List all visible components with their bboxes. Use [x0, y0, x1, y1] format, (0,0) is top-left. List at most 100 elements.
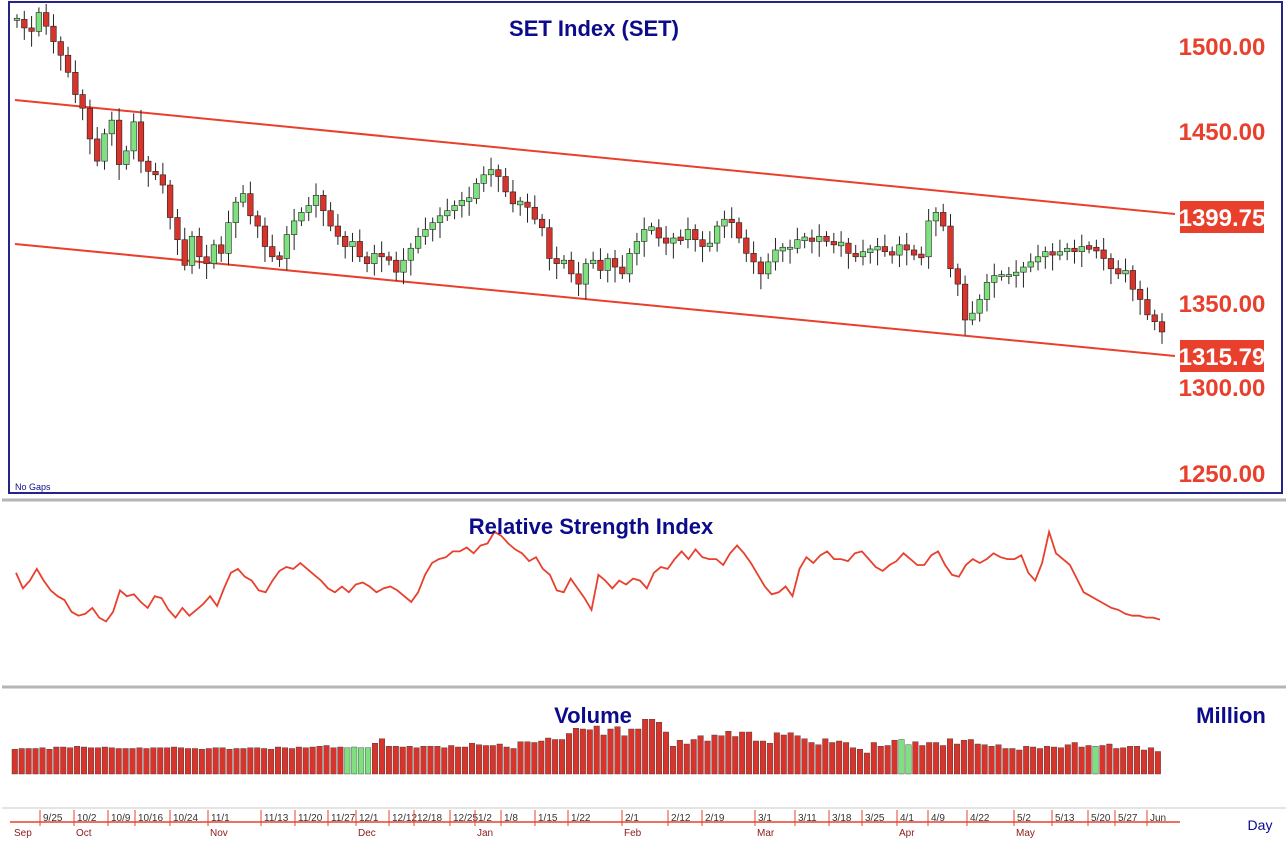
candle [473, 178, 480, 204]
candle [342, 231, 349, 259]
volume-bar [365, 747, 372, 775]
volume-bar [420, 746, 427, 775]
rsi-group [15, 528, 1161, 623]
candle [560, 255, 568, 269]
upper-channel-line [14, 99, 1176, 215]
candle [1100, 238, 1107, 271]
candle [174, 208, 181, 256]
volume-bar [399, 746, 406, 775]
volume-bar [32, 748, 39, 775]
candle [677, 229, 684, 245]
no-gaps-note: No Gaps [15, 482, 51, 492]
candle [590, 251, 597, 269]
volume-bar [226, 749, 233, 775]
volume-bar [635, 728, 642, 775]
volume-bar [808, 742, 815, 775]
volume-bar [1030, 746, 1037, 775]
volume-bar [413, 747, 420, 775]
volume-bar [1134, 746, 1141, 775]
candle [918, 246, 925, 266]
day-label: 10/9 [111, 813, 131, 824]
candle [641, 217, 648, 257]
volume-bar [600, 734, 607, 775]
volume-bar [1037, 748, 1044, 775]
day-label: 12/12 [392, 813, 417, 824]
candle [845, 238, 852, 269]
volume-bar [115, 748, 122, 775]
volume-bar [1002, 748, 1009, 775]
candle [670, 232, 677, 259]
candle [998, 270, 1005, 281]
volume-bar [947, 738, 953, 775]
candle [1064, 243, 1071, 261]
candle [947, 214, 954, 278]
candle [116, 108, 123, 180]
month-label: Apr [899, 828, 915, 839]
volume-bar [150, 747, 157, 775]
candle [480, 166, 487, 192]
volume-bar [496, 743, 503, 775]
volume-bar [330, 747, 337, 775]
volume-bar [302, 747, 309, 775]
candle [334, 214, 341, 245]
candle [145, 156, 152, 187]
volume-bar [143, 748, 150, 775]
volume-bar [406, 746, 413, 775]
volume-bar [669, 746, 676, 775]
volume-bar [711, 734, 718, 775]
candle [451, 200, 458, 220]
candle [553, 246, 560, 279]
volume-bar [988, 746, 995, 775]
day-label: 9/25 [43, 813, 63, 824]
candle [349, 232, 356, 262]
volume-group [11, 719, 1161, 775]
candle [298, 207, 305, 227]
volume-bar [288, 748, 295, 775]
volume-bar [448, 745, 455, 775]
volume-bar [628, 728, 635, 775]
candle [1115, 260, 1122, 279]
candle [830, 232, 837, 254]
day-label: 11/1 [211, 813, 230, 824]
volume-bar [171, 746, 178, 775]
candle [130, 113, 137, 160]
y-tick-label: 1350.00 [1179, 291, 1266, 318]
candle [283, 226, 290, 271]
volume-bar [392, 746, 399, 775]
volume-bar [337, 746, 344, 775]
day-label: 5/13 [1055, 813, 1075, 824]
day-label: 11/13 [264, 813, 289, 824]
volume-bar [11, 749, 18, 775]
candle [1137, 280, 1144, 315]
volume-bar [850, 747, 856, 775]
candle [436, 207, 444, 239]
volume-unit-label: Million [1196, 703, 1266, 728]
volume-bar [503, 746, 510, 775]
volume-bar [704, 740, 711, 775]
candle [1049, 243, 1056, 271]
candle [772, 238, 779, 271]
candle [137, 109, 145, 174]
candle [232, 197, 239, 239]
volume-bar [88, 747, 94, 775]
volume-bar [455, 746, 462, 775]
day-label: Jun [1150, 813, 1166, 824]
candle [261, 217, 269, 262]
day-label: 5/27 [1118, 813, 1138, 824]
volume-bar [794, 735, 801, 775]
volume-bar [732, 736, 739, 775]
channel-value-label-lower: 1315.79 [1179, 340, 1265, 372]
candle [940, 203, 947, 232]
candle [415, 227, 422, 254]
volume-bar [697, 735, 704, 775]
candle [356, 229, 363, 262]
volume-bar [919, 745, 926, 775]
candle [786, 239, 794, 264]
volume-bar [780, 734, 787, 775]
candle [378, 241, 385, 273]
volume-bar [905, 744, 912, 775]
candle [1085, 241, 1093, 254]
day-label: 12/1 [359, 813, 379, 824]
price-chart-title: SET Index (SET) [509, 16, 679, 41]
volume-bar [205, 748, 212, 775]
